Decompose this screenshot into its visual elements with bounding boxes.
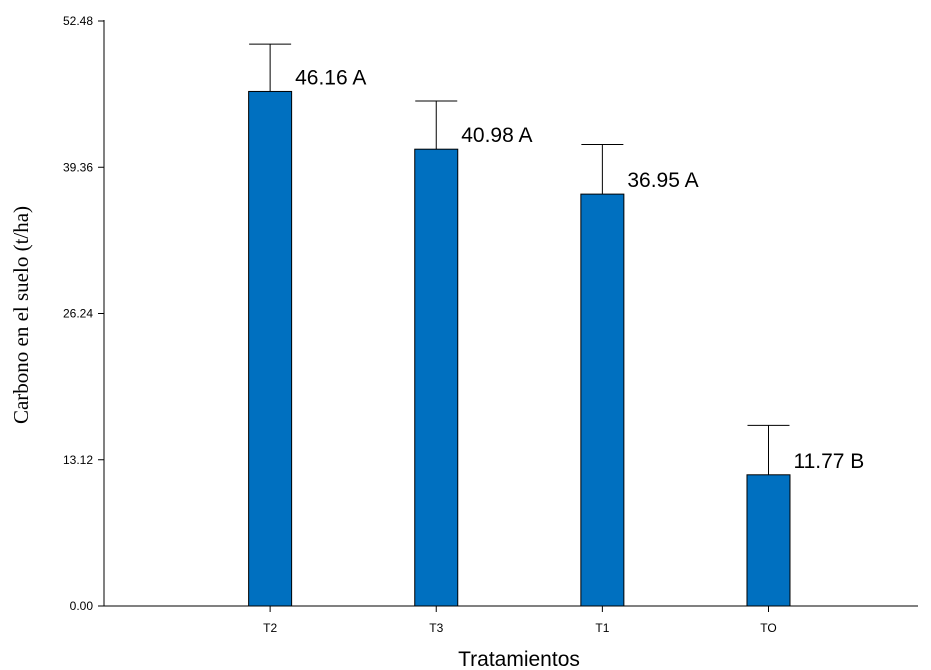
y-tick-label: 13.12 <box>63 453 93 467</box>
bar <box>248 90 293 607</box>
x-axis-title: Tratamientos <box>458 648 580 670</box>
bars <box>248 43 791 607</box>
y-tick-label: 39.36 <box>63 160 93 174</box>
x-axis: T2 T3 T1 TO <box>104 605 918 635</box>
y-tick-label: 52.48 <box>63 14 93 28</box>
bar <box>580 193 625 607</box>
data-label: 46.16 A <box>295 66 366 89</box>
bar <box>746 474 791 607</box>
data-labels: 46.16 A 40.98 A 36.95 A 11.77 B <box>295 66 864 472</box>
data-label: 11.77 B <box>793 450 864 473</box>
x-tick-label: TO <box>760 621 776 635</box>
y-axis-title: Carbono en el suelo (t/ha) <box>9 206 33 424</box>
bar <box>414 148 459 607</box>
data-label: 36.95 A <box>627 169 698 192</box>
x-tick-label: T2 <box>263 621 277 635</box>
y-tick-label: 26.24 <box>63 307 93 321</box>
y-axis: 0.00 13.12 26.24 39.36 52.48 <box>63 14 105 613</box>
y-tick-label: 0.00 <box>70 599 94 613</box>
x-tick-label: T1 <box>595 621 609 635</box>
x-tick-label: T3 <box>429 621 443 635</box>
data-label: 40.98 A <box>461 124 532 147</box>
